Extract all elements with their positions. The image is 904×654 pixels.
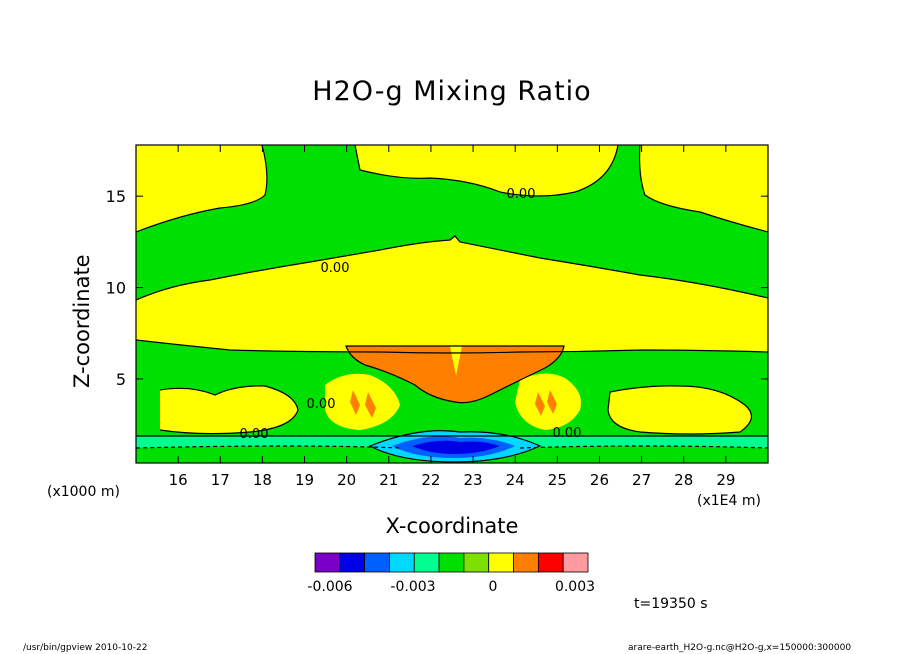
x-unit-right: (x1E4 m) — [697, 493, 761, 509]
colorbar-tick-label: -0.003 — [390, 579, 435, 595]
contour-label: 0.00 — [553, 426, 582, 441]
region-yellow-top-right — [639, 145, 768, 232]
colorbar-swatch — [537, 552, 564, 573]
colorbar: -0.006 -0.003 0 0.003 — [307, 552, 595, 595]
y-tick-label: 15 — [106, 187, 126, 206]
x-tick-label: 21 — [379, 471, 398, 489]
y-axis-label: Z-coordinate — [70, 254, 94, 388]
x-tick-label: 20 — [337, 471, 356, 489]
region-yellow-center-left — [325, 373, 400, 430]
region-yellow-middle-band — [136, 236, 768, 353]
colorbar-swatch — [438, 552, 465, 573]
x-unit-left: (x1000 m) — [47, 484, 120, 500]
plot-area: 0.00 0.00 0.00 0.00 0.00 — [135, 144, 769, 463]
x-tick-label: 19 — [295, 471, 314, 489]
contour-label: 0.00 — [507, 187, 536, 202]
y-tick-label: 5 — [116, 370, 126, 389]
footer-left: /usr/bin/gpview 2010-10-22 — [23, 643, 148, 653]
colorbar-swatch — [463, 552, 490, 573]
y-axis: 5 10 15 — [106, 187, 768, 389]
x-tick-label: 17 — [211, 471, 230, 489]
time-label: t=19350 s — [634, 596, 708, 612]
x-tick-label: 18 — [253, 471, 272, 489]
x-tick-label: 16 — [169, 471, 188, 489]
region-orange-center — [346, 346, 564, 403]
contour-label: 0.00 — [321, 261, 350, 276]
chart-title: H2O-g Mixing Ratio — [312, 76, 592, 107]
region-yellow-top-center — [355, 145, 618, 196]
contour-label: 0.00 — [240, 427, 269, 442]
region-yellow-lower-left — [160, 385, 298, 434]
footer-right: arare-earth_H2O-g.nc@H2O-g,x=150000:3000… — [628, 643, 852, 653]
colorbar-swatch — [513, 552, 539, 573]
colorbar-swatch — [339, 552, 366, 573]
colorbar-swatch — [413, 552, 440, 573]
x-tick-label: 26 — [590, 471, 609, 489]
contour-label: 0.00 — [307, 397, 336, 412]
colorbar-swatch — [488, 552, 514, 573]
x-tick-label: 22 — [421, 471, 440, 489]
colorbar-tick-label: 0 — [489, 579, 498, 595]
contour-lines — [135, 144, 769, 463]
colorbar-tick-label: 0.003 — [555, 579, 595, 595]
region-yellow-lower-right — [608, 385, 752, 434]
region-dark-blue — [412, 440, 500, 454]
y-tick-label: 10 — [106, 279, 126, 298]
plot-frame — [135, 144, 769, 464]
region-yellow-top-left — [136, 145, 267, 232]
x-tick-label: 29 — [716, 471, 735, 489]
x-tick-label: 27 — [632, 471, 651, 489]
region-orange-small-2 — [365, 392, 376, 418]
x-tick-label: 24 — [506, 471, 525, 489]
colorbar-tick-label: -0.006 — [307, 579, 352, 595]
x-axis: 16 17 18 19 20 21 22 23 24 25 26 27 28 29 — [169, 145, 735, 489]
region-orange-small-1 — [350, 390, 360, 415]
x-axis-label: X-coordinate — [385, 514, 519, 538]
colorbar-swatch — [389, 552, 415, 573]
colorbar-swatch — [314, 552, 341, 573]
region-orange-small-3 — [535, 392, 545, 416]
contour-label-group: 0.00 0.00 0.00 0.00 0.00 — [240, 187, 582, 442]
x-tick-label: 25 — [548, 471, 567, 489]
colorbar-swatch — [562, 552, 589, 573]
region-orange-small-4 — [547, 390, 557, 414]
x-tick-label: 28 — [674, 471, 693, 489]
colorbar-swatch — [364, 552, 390, 573]
x-tick-label: 23 — [464, 471, 483, 489]
